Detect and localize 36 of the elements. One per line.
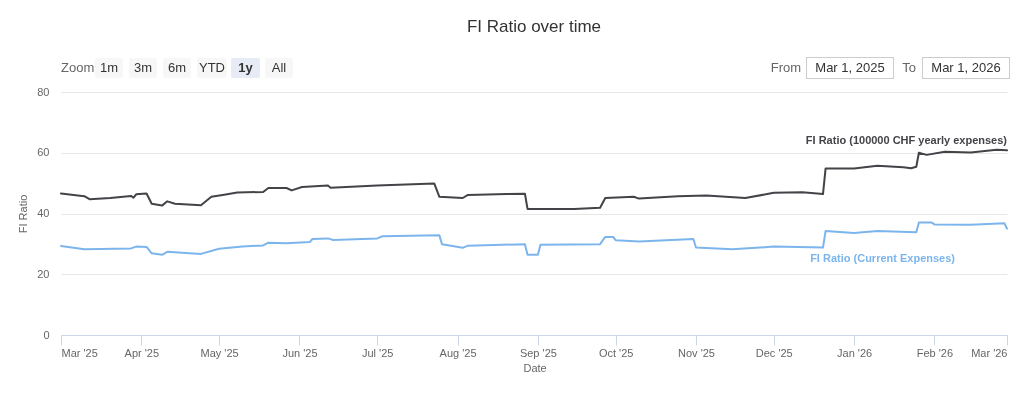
y-tick-label: 60	[37, 146, 50, 159]
x-tick-label: Feb '26	[916, 346, 954, 359]
text: From	[770, 59, 802, 77]
series-label: FI Ratio (Current Expenses)	[810, 251, 956, 264]
line-series	[60, 221, 1008, 256]
zoom-button: YTD	[197, 58, 227, 78]
zoom-button: 6m	[163, 58, 191, 78]
x-tick-label: Nov '25	[678, 346, 715, 359]
x-tick-label: Jan '26	[837, 346, 873, 359]
x-tick-label: Jun '25	[282, 346, 318, 359]
x-tick-label: Aug '25	[439, 346, 477, 359]
date-input: Mar 1, 2025	[806, 57, 894, 79]
zoom-button: 1m	[95, 58, 123, 78]
x-tick-label: Sep '25	[519, 346, 557, 359]
text: Zoom	[61, 59, 95, 77]
zoom-button: 1y	[231, 58, 260, 78]
series-label: FI Ratio (100000 CHF yearly expenses)	[805, 134, 1008, 147]
x-tick-label: Oct '25	[598, 346, 634, 359]
text: To	[901, 59, 917, 77]
zoom-button: All	[265, 58, 293, 78]
line-series	[60, 148, 1008, 210]
y-axis-title: FI Ratio	[17, 194, 30, 234]
y-tick-label: 80	[37, 85, 50, 98]
y-tick-label: 40	[37, 207, 50, 219]
x-tick-label: May '25	[200, 346, 239, 359]
zoom-button: 3m	[129, 58, 157, 78]
date-input: Mar 1, 2026	[922, 57, 1010, 79]
x-tick-label: Mar '25	[61, 346, 98, 359]
chart-title: FI Ratio over time	[466, 17, 602, 36]
x-tick-label: Mar '26	[971, 346, 1008, 359]
x-tick-label: Dec '25	[755, 346, 793, 359]
y-tick-label: 0	[43, 328, 50, 341]
x-tick-label: Jul '25	[361, 346, 394, 359]
y-tick-label: 20	[37, 267, 50, 280]
x-tick-label: Apr '25	[124, 346, 160, 359]
x-axis-title: Date	[523, 361, 547, 374]
